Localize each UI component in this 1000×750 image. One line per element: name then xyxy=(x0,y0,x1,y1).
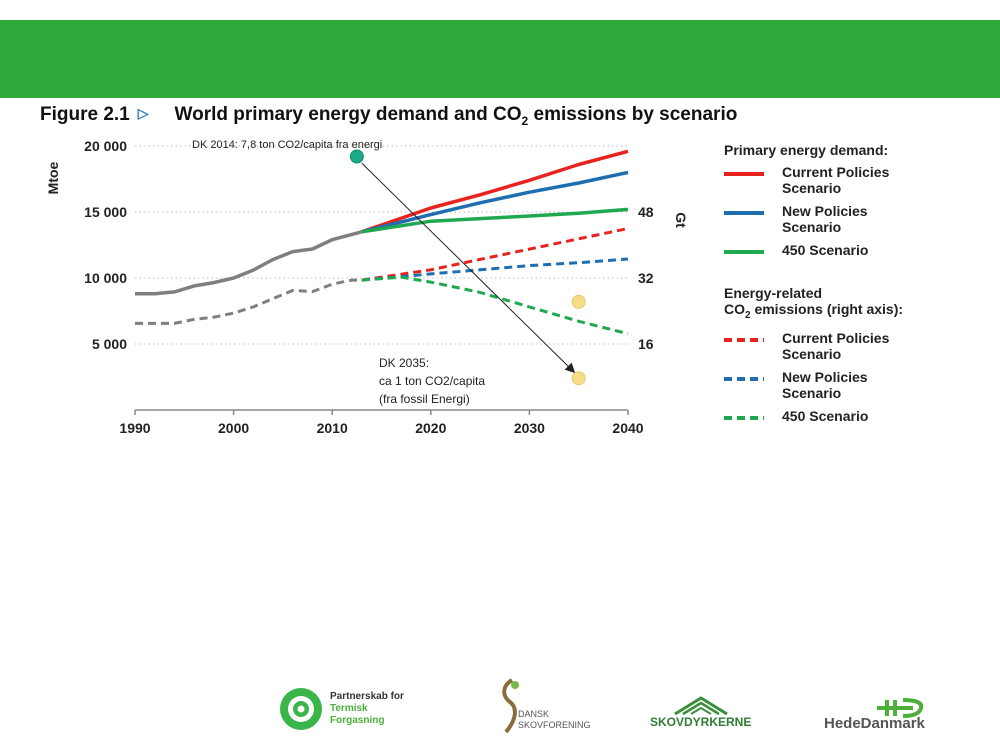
figure-title-text: World primary energy demand and CO xyxy=(174,104,522,125)
legend-label: New Policies Scenario xyxy=(782,203,868,235)
x-tick-label: 2040 xyxy=(612,420,643,436)
legend-item: New Policies Scenario xyxy=(724,369,994,408)
historical-co2-line xyxy=(135,278,362,325)
legend-label: 450 Scenario xyxy=(782,242,869,258)
series-layer xyxy=(135,149,629,336)
y-tick-label: 20 000 xyxy=(84,138,127,154)
450-scenario-co2-line xyxy=(361,275,629,336)
chart-legend: Primary energy demand: Current Policies S… xyxy=(724,142,994,443)
marker-dk-2035-b- xyxy=(571,371,586,386)
legend-co2-heading-line1: Energy-related xyxy=(724,285,823,301)
legend-item: 450 Scenario xyxy=(724,242,994,277)
figure-title-end: emissions by scenario xyxy=(528,104,738,125)
y-right-tick-label: 48 xyxy=(638,204,654,220)
new-policies-scenario-co2-line xyxy=(361,257,629,282)
y-right-tick-label: 16 xyxy=(638,336,654,352)
legend-swatch xyxy=(724,337,764,342)
figure-title: Figure 2.1 ▷ World primary energy demand a… xyxy=(40,104,737,128)
dk2014-annotation: DK 2014: 7,8 ton CO2/capita fra energi xyxy=(192,139,382,151)
legend-swatch xyxy=(724,376,764,381)
logo-hededanmark: HedeDanmark xyxy=(824,696,925,732)
legend-item: 450 Scenario xyxy=(724,408,994,443)
hededanmark-text: HedeDanmark xyxy=(824,715,925,732)
hededanmark-logo-icon xyxy=(876,698,924,718)
tick-labels: 5 000 10 000 15 000 20 000 16 32 48 1990 2000 201… xyxy=(84,138,654,436)
figure-label: Figure 2.1 xyxy=(40,104,130,125)
legend-label: 450 Scenario xyxy=(782,407,869,424)
marker-dk-2014 xyxy=(349,149,364,164)
legend-label: Current Policies Scenario xyxy=(782,164,890,196)
termisk-text-line1: Partnerskab for xyxy=(330,691,404,702)
legend-gap xyxy=(724,277,994,285)
legend-co2-group: Current Policies Scenario New Policies Scen… xyxy=(724,330,994,443)
logo-bar: Partnerskab for Termisk Forgasning DANSK… xyxy=(0,672,1000,750)
legend-item: Current Policies Scenario xyxy=(724,164,994,203)
legend-swatch xyxy=(724,415,764,420)
450-scenario-energy-line xyxy=(361,207,629,234)
y-axis-label: Mtoe xyxy=(45,161,61,194)
current-policies-scenario-energy-line xyxy=(361,149,629,234)
marker-dk-2035-a- xyxy=(571,294,586,309)
x-tick-label: 2010 xyxy=(317,420,348,436)
legend-co2-heading-rest: emissions (right axis): xyxy=(750,301,904,317)
x-tick-label: 2030 xyxy=(514,420,545,436)
triangle-icon: ▷ xyxy=(137,105,149,121)
historical-energy-line xyxy=(135,230,363,296)
legend-co2-heading-co: CO xyxy=(724,301,745,317)
y-right-tick-label: 32 xyxy=(638,270,654,286)
legend-label: New Policies Scenario xyxy=(782,368,868,401)
dansk-text-line2: SKOVFORENING xyxy=(518,720,591,730)
legend-energy-group: Current Policies Scenario New Policies Scen… xyxy=(724,164,994,277)
x-tick-label: 2000 xyxy=(218,420,249,436)
new-policies-scenario-energy-line xyxy=(361,170,629,234)
legend-co2-heading-sub: 2 xyxy=(745,309,751,321)
y-tick-label: 10 000 xyxy=(84,270,127,286)
skovdyrkerne-logo-icon xyxy=(673,696,728,716)
header-banner xyxy=(0,20,1000,98)
logo-skovdyrkerne: SKOVDYRKERNE xyxy=(650,694,751,728)
dk2035-annotation-line2: ca 1 ton CO2/capita xyxy=(379,374,485,388)
x-tick-label: 2020 xyxy=(415,420,446,436)
x-tick-label: 1990 xyxy=(119,420,150,436)
y-tick-label: 15 000 xyxy=(84,204,127,220)
legend-swatch xyxy=(724,172,764,176)
dk2035-annotation-line3: (fra fossil Energi) xyxy=(379,392,470,406)
legend-co2-heading: Energy-related CO2 emissions (right axis… xyxy=(724,285,994,324)
dansk-logo-icon xyxy=(502,678,519,734)
legend-label: Current Policies Scenario xyxy=(782,329,890,362)
legend-swatch xyxy=(724,250,764,254)
legend-swatch xyxy=(724,211,764,215)
termisk-logo-icon xyxy=(280,688,322,730)
y-tick-label: 5 000 xyxy=(92,336,127,352)
legend-energy-heading: Primary energy demand: xyxy=(724,142,889,158)
dk-arrow xyxy=(361,162,576,374)
figure-title-subscript: 2 xyxy=(521,113,529,128)
current-policies-scenario-co2-line xyxy=(361,227,629,282)
legend-item: New Policies Scenario xyxy=(724,203,994,242)
termisk-text-line3: Forgasning xyxy=(330,715,385,726)
skovdyrkerne-text: SKOVDYRKERNE xyxy=(650,715,752,729)
annotation-layer: DK 2014: 7,8 ton CO2/capita fra energi D… xyxy=(192,139,586,406)
logo-termisk-forgasning: Partnerskab for Termisk Forgasning xyxy=(278,686,404,732)
logo-dansk-skovforening: DANSK SKOVFORENING xyxy=(498,676,591,736)
dk2035-annotation-line1: DK 2035: xyxy=(379,356,429,370)
dansk-text-line1: DANSK xyxy=(518,709,550,719)
y-axis-right-label: Gt xyxy=(673,212,689,228)
legend-item: Current Policies Scenario xyxy=(724,330,994,369)
termisk-text-line2: Termisk xyxy=(330,703,368,714)
